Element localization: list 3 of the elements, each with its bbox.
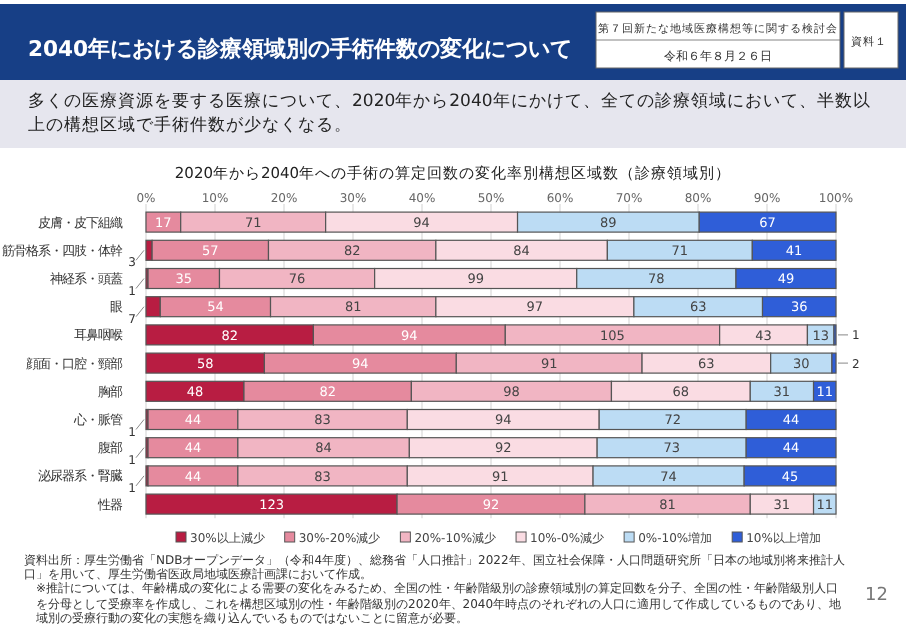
text: 12 <box>865 586 888 606</box>
text: 多くの医療資源を要する医療について、2020年から2040年にかけて、全ての診療領域において、半数以上の構想区域で手術件数が少なくなる。 <box>28 90 873 140</box>
chart-title: 2040年における診療領域別の手術件数の変化について <box>28 36 573 62</box>
